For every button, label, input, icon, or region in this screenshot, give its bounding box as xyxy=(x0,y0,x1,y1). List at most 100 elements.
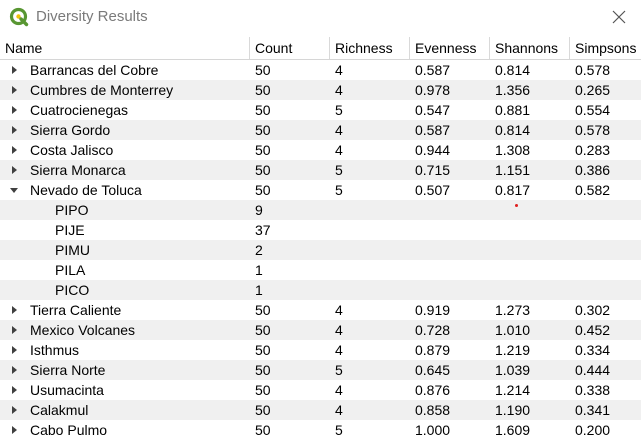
evenness-cell: 0.547 xyxy=(415,102,451,118)
shannons-cell: 0.817 xyxy=(495,182,531,198)
simpsons-cell: 0.283 xyxy=(575,142,611,158)
count-cell: 50 xyxy=(255,382,271,398)
simpsons-cell: 0.578 xyxy=(575,62,611,78)
qgis-icon xyxy=(9,7,29,27)
count-cell: 2 xyxy=(255,242,263,258)
richness-cell: 4 xyxy=(335,322,343,338)
table-row[interactable]: Usumacinta 50 4 0.876 1.214 0.338 xyxy=(0,380,641,400)
table-row[interactable]: Sierra Monarca 50 5 0.715 1.151 0.386 xyxy=(0,160,641,180)
species-row[interactable]: PIPO 9 xyxy=(0,200,641,220)
species-name: PIJE xyxy=(55,222,85,238)
expand-right-arrow-icon[interactable] xyxy=(9,360,19,380)
expand-right-arrow-icon[interactable] xyxy=(9,420,19,440)
evenness-cell: 0.879 xyxy=(415,342,451,358)
evenness-cell: 0.944 xyxy=(415,142,451,158)
richness-cell: 5 xyxy=(335,162,343,178)
cursor-marker xyxy=(515,204,518,207)
diversity-results-table: Name Count Richness Evenness Shannons Si… xyxy=(0,37,641,444)
table-row[interactable]: Cabo Pulmo 50 5 1.000 1.609 0.200 xyxy=(0,420,641,440)
richness-cell: 4 xyxy=(335,82,343,98)
table-row[interactable]: Tierra Caliente 50 4 0.919 1.273 0.302 xyxy=(0,300,641,320)
evenness-cell: 0.919 xyxy=(415,302,451,318)
shannons-cell: 1.151 xyxy=(495,162,531,178)
simpsons-cell: 0.578 xyxy=(575,122,611,138)
expand-right-arrow-icon[interactable] xyxy=(9,160,19,180)
table-row[interactable]: Barrancas del Cobre 50 4 0.587 0.814 0.578 xyxy=(0,60,641,80)
site-name: Sierra Gordo xyxy=(30,122,111,138)
richness-cell: 4 xyxy=(335,142,343,158)
richness-cell: 4 xyxy=(335,62,343,78)
species-row[interactable]: PIMU 2 xyxy=(0,240,641,260)
table-row[interactable]: Sierra Norte 50 5 0.645 1.039 0.444 xyxy=(0,360,641,380)
expand-right-arrow-icon[interactable] xyxy=(9,340,19,360)
shannons-cell: 1.273 xyxy=(495,302,531,318)
expand-right-arrow-icon[interactable] xyxy=(9,80,19,100)
count-cell: 50 xyxy=(255,182,271,198)
expand-right-arrow-icon[interactable] xyxy=(9,300,19,320)
species-name: PIMU xyxy=(55,242,90,258)
site-name: Tierra Caliente xyxy=(30,302,122,318)
expand-right-arrow-icon[interactable] xyxy=(9,380,19,400)
richness-cell: 4 xyxy=(335,302,343,318)
richness-cell: 4 xyxy=(335,382,343,398)
expand-right-arrow-icon[interactable] xyxy=(9,400,19,420)
site-name: Calakmul xyxy=(30,402,89,418)
expand-right-arrow-icon[interactable] xyxy=(9,320,19,340)
table-row[interactable]: Cumbres de Monterrey 50 4 0.978 1.356 0.265 xyxy=(0,80,641,100)
count-cell: 50 xyxy=(255,402,271,418)
simpsons-cell: 0.341 xyxy=(575,402,611,418)
count-cell: 9 xyxy=(255,202,263,218)
column-header-name[interactable]: Name xyxy=(0,37,250,59)
species-name: PILA xyxy=(55,262,86,278)
table-row[interactable]: Costa Jalisco 50 4 0.944 1.308 0.283 xyxy=(0,140,641,160)
shannons-cell: 1.356 xyxy=(495,82,531,98)
column-header-richness[interactable]: Richness xyxy=(330,37,410,59)
evenness-cell: 1.000 xyxy=(415,422,451,438)
simpsons-cell: 0.302 xyxy=(575,302,611,318)
shannons-cell: 0.814 xyxy=(495,122,531,138)
expand-right-arrow-icon[interactable] xyxy=(9,120,19,140)
site-name: Sierra Monarca xyxy=(30,162,126,178)
shannons-cell: 0.881 xyxy=(495,102,531,118)
expand-down-arrow-icon[interactable] xyxy=(9,180,19,200)
simpsons-cell: 0.334 xyxy=(575,342,611,358)
simpsons-cell: 0.452 xyxy=(575,322,611,338)
simpsons-cell: 0.386 xyxy=(575,162,611,178)
site-name: Cabo Pulmo xyxy=(30,422,108,438)
richness-cell: 4 xyxy=(335,122,343,138)
site-name: Cumbres de Monterrey xyxy=(30,82,174,98)
shannons-cell: 1.010 xyxy=(495,322,531,338)
count-cell: 1 xyxy=(255,282,263,298)
evenness-cell: 0.728 xyxy=(415,322,451,338)
count-cell: 50 xyxy=(255,62,271,78)
column-header-shannons[interactable]: Shannons xyxy=(490,37,570,59)
close-icon[interactable] xyxy=(608,6,630,28)
table-row[interactable]: Isthmus 50 4 0.879 1.219 0.334 xyxy=(0,340,641,360)
richness-cell: 4 xyxy=(335,342,343,358)
table-row[interactable]: Mexico Volcanes 50 4 0.728 1.010 0.452 xyxy=(0,320,641,340)
species-row[interactable]: PIJE 37 xyxy=(0,220,641,240)
shannons-cell: 0.814 xyxy=(495,62,531,78)
column-header-simpsons[interactable]: Simpsons xyxy=(575,40,637,56)
column-header-count[interactable]: Count xyxy=(250,37,330,59)
table-row[interactable]: Nevado de Toluca 50 5 0.507 0.817 0.582 xyxy=(0,180,641,200)
richness-cell: 5 xyxy=(335,102,343,118)
table-row[interactable]: Calakmul 50 4 0.858 1.190 0.341 xyxy=(0,400,641,420)
table-row[interactable]: Cuatrocienegas 50 5 0.547 0.881 0.554 xyxy=(0,100,641,120)
table-row[interactable]: Sierra Gordo 50 4 0.587 0.814 0.578 xyxy=(0,120,641,140)
site-name: Costa Jalisco xyxy=(30,142,114,158)
expand-right-arrow-icon[interactable] xyxy=(9,140,19,160)
column-header-evenness[interactable]: Evenness xyxy=(410,37,490,59)
species-row[interactable]: PILA 1 xyxy=(0,260,641,280)
expand-right-arrow-icon[interactable] xyxy=(9,60,19,80)
shannons-cell: 1.308 xyxy=(495,142,531,158)
expand-right-arrow-icon[interactable] xyxy=(9,100,19,120)
species-row[interactable]: PICO 1 xyxy=(0,280,641,300)
richness-cell: 5 xyxy=(335,182,343,198)
evenness-cell: 0.587 xyxy=(415,62,451,78)
evenness-cell: 0.858 xyxy=(415,402,451,418)
shannons-cell: 1.219 xyxy=(495,342,531,358)
evenness-cell: 0.587 xyxy=(415,122,451,138)
count-cell: 50 xyxy=(255,422,271,438)
simpsons-cell: 0.338 xyxy=(575,382,611,398)
